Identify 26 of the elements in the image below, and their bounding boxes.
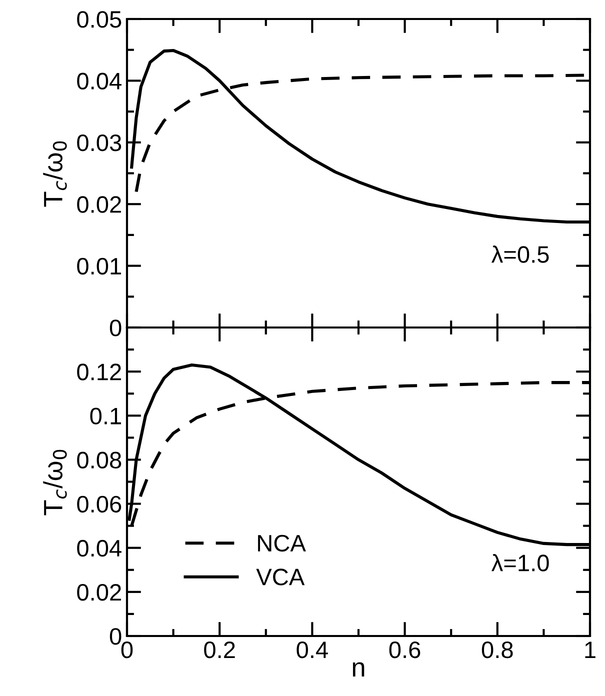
y-axis-title: T$_{c}$/ω$_{0}$ xyxy=(43,450,67,516)
y-tick-label: 0.12 xyxy=(77,364,121,380)
y-tick-label: 0 xyxy=(110,320,122,336)
x-tick-label: 0 xyxy=(121,641,133,658)
legend-label: VCA xyxy=(256,568,305,586)
y-tick-label: 0.1 xyxy=(90,408,121,424)
y-tick-label: 0.04 xyxy=(77,72,122,90)
y-tick-label: 0.03 xyxy=(77,134,122,152)
y-tick-label: 0.01 xyxy=(77,258,121,275)
legend-label: NCA xyxy=(258,534,306,552)
x-tick-label: 0.2 xyxy=(204,641,235,658)
x-tick-label: 0.8 xyxy=(482,641,513,658)
y-tick-label: 0 xyxy=(110,628,122,645)
annotation: λ=1.0 xyxy=(492,554,549,572)
y-axis-title: T$_{c}$/ω$_{0}$ xyxy=(43,141,67,207)
y-tick-label: 0.04 xyxy=(77,540,122,557)
x-tick-label: 0.4 xyxy=(296,641,328,658)
x-axis-title: n xyxy=(352,662,364,676)
x-tick-label: 1 xyxy=(585,642,596,658)
y-tick-label: 0.02 xyxy=(77,196,121,213)
y-tick-label: 0.05 xyxy=(77,11,122,28)
x-tick-label: 0.6 xyxy=(389,641,420,658)
y-tick-label: 0.02 xyxy=(77,584,121,601)
annotation: λ=0.5 xyxy=(492,246,549,263)
y-tick-label: 0.06 xyxy=(77,496,122,513)
y-tick-label: 0.08 xyxy=(77,452,122,468)
